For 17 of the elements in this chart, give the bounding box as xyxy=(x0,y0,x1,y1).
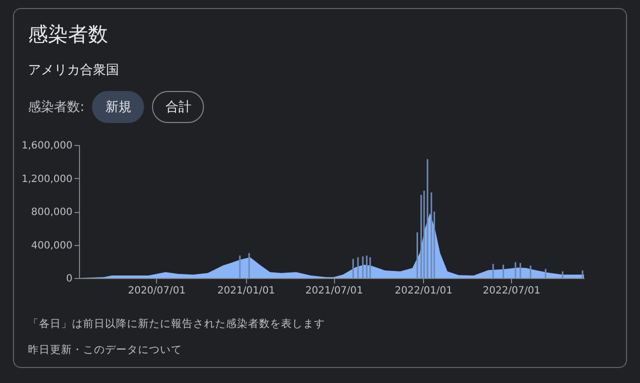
y-tick-label: 1,600,000 xyxy=(22,140,72,152)
text: 感染者数: xyxy=(28,99,84,116)
text: 合計 xyxy=(152,91,204,123)
y-tick-label: 400,000 xyxy=(31,240,72,252)
text: 「各日」は前日以降に新たに報告された感染者数を表します xyxy=(28,317,325,331)
x-tick-label: 2020/07/01 xyxy=(128,286,186,296)
text: 新規 xyxy=(92,91,144,123)
y-tick-label: 0 xyxy=(66,274,72,284)
x-tick-label: 2021/07/01 xyxy=(305,286,364,296)
x-tick-label: 2022/01/01 xyxy=(394,286,452,296)
chart-subtitle: アメリカ合衆国 xyxy=(28,62,119,79)
y-tick-label: 1,200,000 xyxy=(22,174,72,185)
chart-title: 感染者数 xyxy=(28,21,108,48)
y-tick-label: 800,000 xyxy=(31,207,72,218)
text: 昨日更新・このデータについて xyxy=(28,343,182,357)
x-tick-label: 2022/07/01 xyxy=(482,286,540,296)
x-tick-label: 2021/01/01 xyxy=(217,286,276,296)
